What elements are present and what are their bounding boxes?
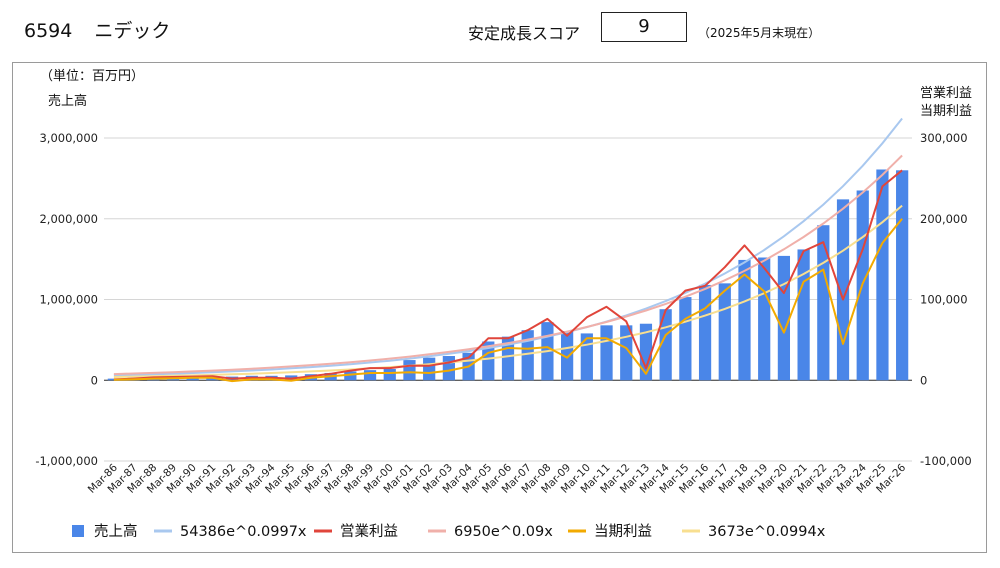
right-tick-label: 200,000 bbox=[920, 212, 968, 226]
right-tick-label: 300,000 bbox=[920, 131, 968, 145]
chart-frame bbox=[12, 62, 987, 553]
right-tick-label: 0 bbox=[920, 373, 927, 387]
left-tick-label: -1,000,000 bbox=[35, 454, 98, 468]
sales-bar bbox=[876, 169, 889, 381]
right-axis-title-net: 当期利益 bbox=[920, 104, 972, 119]
company-name: ニデック bbox=[94, 20, 171, 42]
right-tick-label: 100,000 bbox=[920, 293, 968, 307]
sales-bar bbox=[620, 325, 633, 381]
sales-bar bbox=[738, 259, 751, 381]
legend-label: 3673e^0.0994x bbox=[708, 524, 826, 540]
legend: 売上高 54386e^0.0997x 営業利益 6950e^0.09x 当期利益 3673… bbox=[72, 523, 826, 540]
sales-bar bbox=[344, 371, 357, 381]
sales-bar bbox=[758, 257, 771, 381]
company-title: 6594 ニデック bbox=[24, 16, 186, 43]
legend-label: 当期利益 bbox=[594, 523, 652, 540]
legend-swatch bbox=[72, 525, 84, 537]
sales-bar bbox=[580, 333, 593, 381]
sales-bar bbox=[600, 325, 613, 381]
sales-bar bbox=[521, 330, 534, 381]
sales-bar bbox=[698, 284, 712, 381]
profit-line bbox=[113, 218, 903, 383]
right-tick-label: -100,000 bbox=[920, 454, 972, 468]
stock-code: 6594 bbox=[24, 20, 73, 42]
gridlines bbox=[104, 137, 912, 462]
legend-label: 54386e^0.0997x bbox=[180, 524, 307, 540]
unit-label: （単位：百万円） bbox=[40, 68, 144, 84]
sales-bar bbox=[679, 297, 692, 381]
trendline bbox=[113, 154, 903, 376]
left-tick-label: 1,000,000 bbox=[39, 293, 98, 307]
legend-label: 営業利益 bbox=[340, 523, 398, 540]
sales-bar bbox=[896, 170, 909, 381]
series-lines bbox=[113, 117, 903, 383]
profit-line bbox=[113, 169, 903, 381]
left-tick-label: 2,000,000 bbox=[39, 212, 98, 226]
sales-bar bbox=[797, 249, 810, 381]
report-header: 6594 ニデック 安定成長スコア 9 （2025年5月末現在） bbox=[0, 0, 1000, 56]
sales-bar bbox=[777, 255, 791, 381]
score-label: 安定成長スコア bbox=[468, 24, 581, 43]
sales-bar bbox=[817, 225, 830, 381]
right-axis-title-operating: 営業利益 bbox=[920, 85, 972, 101]
legend-label: 売上高 bbox=[94, 523, 138, 540]
x-axis-labels: Mar-86Mar-87Mar-88Mar-89Mar-90Mar-91Mar-… bbox=[86, 461, 909, 495]
trendline bbox=[113, 117, 903, 377]
trendline bbox=[113, 204, 903, 378]
sales-bar bbox=[423, 357, 436, 381]
left-tick-label: 0 bbox=[91, 373, 98, 387]
left-tick-label: 3,000,000 bbox=[39, 131, 98, 145]
score-value: 9 bbox=[601, 12, 687, 42]
legend-label: 6950e^0.09x bbox=[454, 524, 553, 540]
sales-bar bbox=[442, 356, 455, 381]
sales-bar bbox=[107, 378, 120, 381]
as-of-date: （2025年5月末現在） bbox=[698, 26, 821, 40]
axis-labels: （単位：百万円） 売上高 営業利益 当期利益 3,000,000 300,000 2… bbox=[35, 68, 972, 468]
sales-bar bbox=[363, 370, 377, 381]
sales-bar bbox=[403, 360, 416, 381]
left-axis-title: 売上高 bbox=[48, 93, 87, 109]
sales-bar bbox=[561, 330, 574, 381]
sales-bar bbox=[383, 368, 396, 381]
sales-bar bbox=[718, 283, 731, 381]
